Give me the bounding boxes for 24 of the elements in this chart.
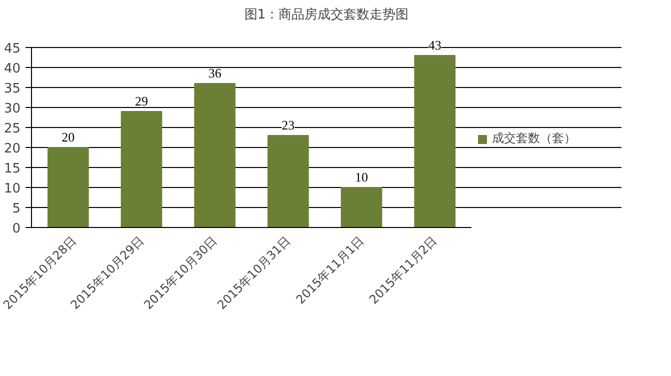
bar <box>48 147 89 228</box>
data-label: 20 <box>62 130 75 144</box>
y-tick-label: 5 <box>12 202 21 216</box>
chart-title: 图1：商品房成交套数走势图 <box>244 6 409 22</box>
bar <box>120 111 162 228</box>
y-tick-label: 30 <box>4 102 21 116</box>
data-label: 23 <box>282 118 295 132</box>
bar <box>340 187 382 228</box>
bar <box>414 55 456 228</box>
y-tick-label: 40 <box>4 62 21 76</box>
data-label: 43 <box>428 38 442 52</box>
y-tick-label: 10 <box>4 182 21 196</box>
y-tick-label: 35 <box>4 82 21 96</box>
y-tick-label: 20 <box>4 142 21 156</box>
bar <box>268 135 309 228</box>
data-label: 29 <box>135 94 148 108</box>
bar <box>194 83 236 228</box>
y-tick-label: 0 <box>12 222 21 236</box>
legend-label: 成交套数（套） <box>492 130 576 147</box>
data-label: 36 <box>208 66 222 80</box>
y-tick-label: 15 <box>4 162 21 176</box>
data-label: 10 <box>355 170 368 184</box>
y-tick-label: 25 <box>4 122 21 136</box>
y-tick-label: 45 <box>4 42 21 56</box>
